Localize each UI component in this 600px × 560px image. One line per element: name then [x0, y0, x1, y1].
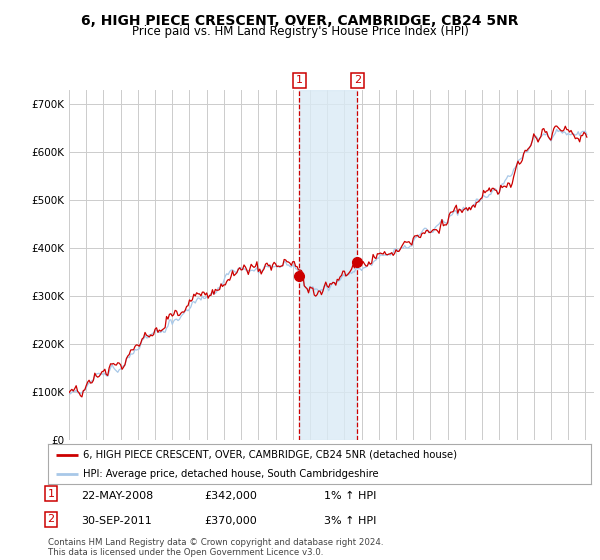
Text: Contains HM Land Registry data © Crown copyright and database right 2024.
This d: Contains HM Land Registry data © Crown c…	[48, 538, 383, 557]
Text: 30-SEP-2011: 30-SEP-2011	[81, 516, 152, 526]
Text: £342,000: £342,000	[204, 491, 257, 501]
Bar	[299, 90, 358, 440]
Text: Price paid vs. HM Land Registry's House Price Index (HPI): Price paid vs. HM Land Registry's House …	[131, 25, 469, 38]
Text: 2: 2	[354, 76, 361, 86]
Text: 6, HIGH PIECE CRESCENT, OVER, CAMBRIDGE, CB24 5NR (detached house): 6, HIGH PIECE CRESCENT, OVER, CAMBRIDGE,…	[83, 450, 457, 460]
Text: 1: 1	[47, 489, 55, 499]
Text: 1% ↑ HPI: 1% ↑ HPI	[324, 491, 376, 501]
Text: 2: 2	[47, 514, 55, 524]
Text: HPI: Average price, detached house, South Cambridgeshire: HPI: Average price, detached house, Sout…	[83, 469, 379, 478]
Text: 3% ↑ HPI: 3% ↑ HPI	[324, 516, 376, 526]
Text: 22-MAY-2008: 22-MAY-2008	[81, 491, 153, 501]
Text: 6, HIGH PIECE CRESCENT, OVER, CAMBRIDGE, CB24 5NR: 6, HIGH PIECE CRESCENT, OVER, CAMBRIDGE,…	[81, 14, 519, 28]
Text: £370,000: £370,000	[204, 516, 257, 526]
Text: 1: 1	[296, 76, 303, 86]
